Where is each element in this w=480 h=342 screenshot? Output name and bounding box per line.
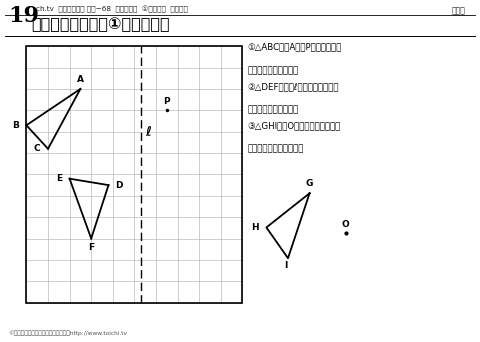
Text: ©算一「とある男が授業をしてみた」http://www.toichi.tv: ©算一「とある男が授業をしてみた」http://www.toichi.tv [9, 330, 128, 336]
Text: I: I [284, 261, 288, 270]
Text: 点対称移動させよう！: 点対称移動させよう！ [247, 145, 303, 154]
Text: B: B [12, 121, 19, 130]
Text: F: F [88, 243, 94, 252]
Text: D: D [115, 181, 122, 189]
Text: C: C [34, 144, 40, 153]
Text: P: P [164, 97, 170, 106]
Bar [26, 46, 242, 303]
Text: 平行移動させよう！: 平行移動させよう！ [247, 66, 299, 75]
Text: 対称移動させよう！: 対称移動させよう！ [247, 105, 299, 114]
Text: H: H [252, 223, 259, 232]
Text: 数学（図形の移動①・作図編）: 数学（図形の移動①・作図編） [31, 17, 170, 32]
Text: O: O [342, 221, 349, 229]
Text: A: A [77, 76, 84, 84]
Text: ch.tv  『中１数学』 中１−68  図形の移動  ①・作図編  プリント: ch.tv 『中１数学』 中１−68 図形の移動 ①・作図編 プリント [36, 6, 188, 13]
Text: E: E [56, 174, 62, 183]
Text: G: G [306, 179, 313, 188]
Text: ℓ: ℓ [145, 126, 151, 139]
Text: 19: 19 [9, 5, 40, 27]
Text: 月　日: 月 日 [452, 6, 466, 15]
Text: ③△GHIを点Oを回転の中心として: ③△GHIを点Oを回転の中心として [247, 121, 340, 130]
Text: ②△DEFを直線ℓを対称の軸として: ②△DEFを直線ℓを対称の軸として [247, 82, 339, 91]
Text: ①△ABCの点Aを点Pに移すように: ①△ABCの点Aを点Pに移すように [247, 43, 342, 52]
